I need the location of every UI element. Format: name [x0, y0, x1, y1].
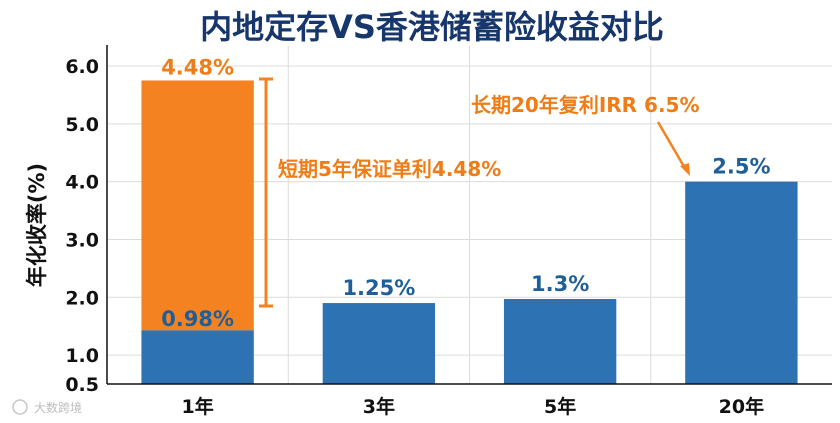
y-tick-label: 0.5 — [65, 374, 99, 396]
bar-value-labels: 4.48% 0.98% 1.25% 1.3% 2.5% — [161, 55, 770, 331]
arrow-annotation: 长期20年复利IRR 6.5% — [471, 93, 700, 176]
bar-value-label: 1.3% — [531, 272, 589, 296]
bar-base — [322, 303, 436, 384]
y-tick-label: 3.0 — [65, 229, 99, 251]
bar-value-label: 1.25% — [342, 276, 415, 300]
y-axis-label: 年化收率(%) — [25, 163, 49, 287]
y-tick-label: 5.0 — [65, 114, 99, 136]
arrow-annotation-text: 长期20年复利IRR 6.5% — [471, 93, 700, 117]
watermark: 大数跨境 — [12, 399, 82, 415]
x-tick-label: 5年 — [544, 395, 576, 418]
arrow-head — [680, 163, 690, 176]
bar-base — [141, 330, 254, 384]
bar-stacked — [141, 80, 254, 331]
bracket-annotation: 短期5年保证单利4.48% — [259, 77, 501, 308]
x-tick-label: 1年 — [182, 395, 214, 418]
y-tick-label: 2.0 — [65, 287, 99, 309]
bracket-annotation-text: 短期5年保证单利4.48% — [278, 157, 501, 181]
y-tick-label: 4.0 — [65, 172, 99, 194]
bar-base — [503, 299, 617, 384]
bar-value-label: 2.5% — [712, 155, 770, 179]
arrow-line — [656, 121, 688, 171]
bar-stacked-value-label: 4.48% — [161, 55, 234, 79]
x-tick-label: 20年 — [719, 395, 764, 418]
y-ticks: 0.5 1.0 2.0 3.0 4.0 5.0 6.0 — [65, 56, 99, 396]
y-tick-label: 1.0 — [65, 345, 99, 367]
x-tick-label: 3年 — [363, 395, 395, 418]
bar-base — [685, 181, 798, 384]
chart-title: 内地定存VS香港储蓄险收益对比 — [200, 8, 664, 46]
bar-value-label: 0.98% — [161, 307, 234, 331]
x-ticks: 1年 3年 5年 20年 — [182, 395, 765, 418]
y-tick-label: 6.0 — [65, 56, 99, 78]
bars — [141, 80, 798, 384]
watermark-text: 大数跨境 — [34, 400, 82, 415]
watermark-logo-icon — [12, 399, 28, 415]
